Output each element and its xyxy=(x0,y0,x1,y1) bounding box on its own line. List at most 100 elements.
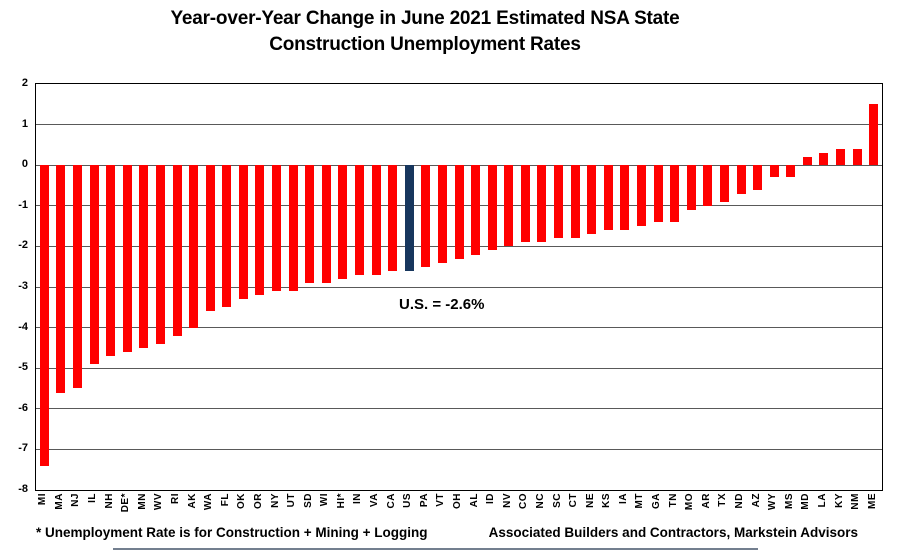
x-label-OR: OR xyxy=(252,493,264,509)
gridline xyxy=(36,124,882,126)
x-label-MI: MI xyxy=(37,493,49,506)
x-label-HI: HI* xyxy=(335,493,347,509)
x-label-CO: CO xyxy=(518,493,530,509)
bar-MS xyxy=(786,165,796,178)
x-label-NM: NM xyxy=(850,493,862,510)
bar-CO xyxy=(520,165,530,243)
bar-AK xyxy=(189,165,199,328)
x-label-VA: VA xyxy=(369,493,381,508)
x-label-CT: CT xyxy=(568,493,580,508)
y-tick--1: -1 xyxy=(18,198,28,211)
y-tick--8: -8 xyxy=(18,483,28,495)
x-label-WY: WY xyxy=(767,493,779,511)
y-tick--5: -5 xyxy=(18,361,28,374)
x-label-MT: MT xyxy=(634,493,646,509)
x-label-IA: IA xyxy=(617,493,629,504)
bar-MA xyxy=(56,165,66,393)
bar-VA xyxy=(371,165,381,275)
bar-KS xyxy=(603,165,613,231)
gridline xyxy=(36,448,882,450)
x-label-IL: IL xyxy=(87,493,99,503)
bar-AZ xyxy=(753,165,763,190)
chart-title: Year-over-Year Change in June 2021 Estim… xyxy=(0,6,850,58)
gridline xyxy=(36,408,882,410)
x-label-NE: NE xyxy=(584,493,596,508)
x-label-PA: PA xyxy=(418,493,430,508)
gridline xyxy=(36,286,882,288)
y-tick--2: -2 xyxy=(18,239,28,252)
chart-title-line1: Year-over-Year Change in June 2021 Estim… xyxy=(170,8,680,29)
bar-NM xyxy=(852,148,862,166)
bar-TN xyxy=(670,165,680,223)
bar-AL xyxy=(471,165,481,255)
bar-NV xyxy=(504,165,514,247)
x-label-WI: WI xyxy=(319,493,331,507)
bar-AR xyxy=(703,165,713,206)
chart-title-line2: Construction Unemployment Rates xyxy=(269,34,581,55)
y-tick--3: -3 xyxy=(18,280,28,292)
x-label-US: US xyxy=(402,493,414,508)
x-label-OH: OH xyxy=(452,493,463,509)
gridline xyxy=(36,327,882,329)
bar-RI xyxy=(172,165,182,336)
bar-DE xyxy=(122,165,132,352)
x-label-ID: ID xyxy=(485,493,497,504)
x-label-MS: MS xyxy=(783,493,795,509)
bar-WI xyxy=(321,165,331,283)
x-label-WV: WV xyxy=(153,493,165,511)
bar-US xyxy=(404,165,414,271)
x-label-NY: NY xyxy=(269,493,281,508)
bar-ND xyxy=(736,165,746,194)
y-tick--4: -4 xyxy=(18,320,28,333)
bar-PA xyxy=(421,165,431,267)
bar-SC xyxy=(554,165,564,239)
bar-IN xyxy=(354,165,364,275)
bar-ID xyxy=(487,165,497,251)
x-label-AZ: AZ xyxy=(750,493,762,508)
x-label-WA: WA xyxy=(203,493,215,511)
x-label-DE: DE* xyxy=(120,493,132,513)
x-label-NJ: NJ xyxy=(70,493,82,507)
x-label-NH: NH xyxy=(103,493,115,509)
x-label-UT: UT xyxy=(286,493,298,508)
bar-OR xyxy=(255,165,265,296)
bar-OK xyxy=(238,165,248,300)
x-label-MD: MD xyxy=(800,493,812,510)
x-label-KY: KY xyxy=(833,493,845,508)
bar-LA xyxy=(819,153,829,166)
bar-WY xyxy=(769,165,779,178)
bar-SD xyxy=(305,165,315,283)
y-tick-0: 0 xyxy=(21,158,28,171)
x-label-CA: CA xyxy=(385,493,397,509)
bar-GA xyxy=(653,165,663,223)
bar-OH xyxy=(454,165,464,259)
y-tick-2: 2 xyxy=(21,77,28,89)
x-label-RI: RI xyxy=(170,493,181,504)
attribution: Associated Builders and Contractors, Mar… xyxy=(488,525,858,540)
x-label-VT: VT xyxy=(435,493,447,507)
bar-MT xyxy=(636,165,646,227)
us-value-annotation: U.S. = -2.6% xyxy=(399,296,485,313)
bar-CA xyxy=(388,165,398,271)
x-label-NC: NC xyxy=(534,493,546,509)
x-label-MO: MO xyxy=(684,493,696,511)
bar-UT xyxy=(288,165,298,292)
x-label-AL: AL xyxy=(468,493,480,508)
bar-HI xyxy=(338,165,348,279)
plot-area xyxy=(35,83,883,491)
bar-CT xyxy=(570,165,580,239)
x-label-TN: TN xyxy=(667,493,679,508)
bar-NY xyxy=(272,165,282,292)
x-label-ME: ME xyxy=(866,493,878,509)
bar-WA xyxy=(205,165,215,312)
x-label-GA: GA xyxy=(651,493,663,509)
bar-IA xyxy=(620,165,630,231)
x-label-AR: AR xyxy=(700,493,712,509)
bar-ME xyxy=(869,104,879,166)
bottom-divider xyxy=(113,548,758,550)
bar-NJ xyxy=(72,165,82,389)
bar-IL xyxy=(89,165,99,365)
bar-MN xyxy=(139,165,149,348)
bar-MO xyxy=(686,165,696,210)
